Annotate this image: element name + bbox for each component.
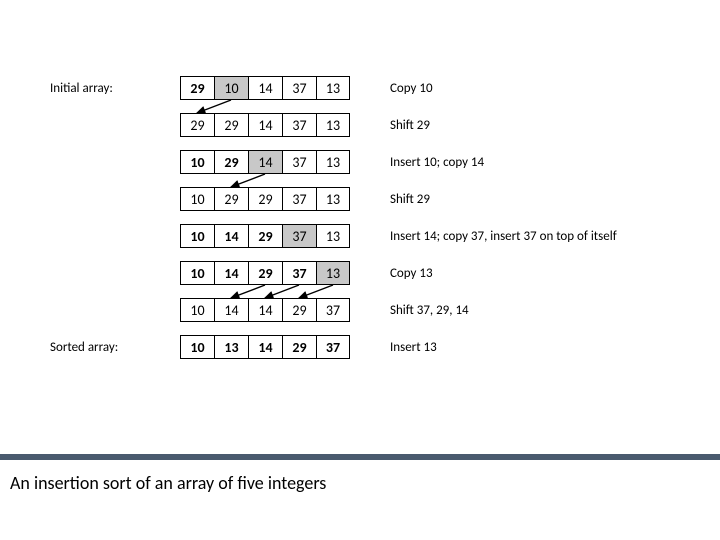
step-description: Copy 13 [390,266,433,281]
array-cell: 29 [180,113,214,137]
array-cell: 14 [248,335,282,359]
cells-group: 1029143713 [180,150,350,174]
array-cell: 14 [248,76,282,100]
array-cell: 29 [248,187,282,211]
array-cell: 37 [282,261,316,285]
array-cell: 14 [214,224,248,248]
row-label: Initial array: [50,81,180,96]
array-cell: 29 [282,335,316,359]
cells-group: 1014293713 [180,261,350,285]
array-cell: 29 [248,261,282,285]
step-description: Shift 29 [390,118,430,133]
array-cell: 13 [316,150,350,174]
array-cell: 37 [282,113,316,137]
cells-group: 1029293713 [180,187,350,211]
cells-group: 2929143713 [180,113,350,137]
array-cell: 37 [282,187,316,211]
array-cell: 10 [180,335,214,359]
array-cell: 10 [180,187,214,211]
array-cell: 14 [248,150,282,174]
array-cell: 14 [214,298,248,322]
array-cell: 10 [180,261,214,285]
array-cell: 37 [282,76,316,100]
step-description: Insert 10; copy 14 [390,155,484,170]
array-cell: 37 [316,298,350,322]
array-cell: 10 [180,298,214,322]
array-cell: 14 [248,298,282,322]
array-cell: 14 [214,261,248,285]
array-cell: 29 [214,113,248,137]
array-row: 1029143713 Insert 10; copy 14 [50,148,617,176]
array-row: 1014142937Shift 37, 29, 14 [50,296,617,324]
array-cell: 10 [180,224,214,248]
array-cell: 10 [214,76,248,100]
array-cell: 13 [214,335,248,359]
array-cell: 13 [316,76,350,100]
array-cell: 37 [282,150,316,174]
array-cell: 29 [214,187,248,211]
step-description: Copy 10 [390,81,433,96]
row-label: Sorted array: [50,340,180,355]
cells-group: 1014142937 [180,298,350,322]
caption-text: An insertion sort of an array of five in… [10,472,326,494]
array-cell: 13 [316,224,350,248]
array-cell: 13 [316,113,350,137]
insertion-sort-diagram: Initial array:2910143713Copy 10292914371… [50,74,617,370]
array-row: 2929143713Shift 29 [50,111,617,139]
array-cell: 29 [282,298,316,322]
array-row: 1014293713 Copy 13 [50,259,617,287]
array-row: Initial array:2910143713 Copy 10 [50,74,617,102]
array-row: 1014293713 Insert 14; copy 37, insert 37 … [50,222,617,250]
array-cell: 14 [248,113,282,137]
step-description: Insert 13 [390,340,437,355]
array-cell: 29 [180,76,214,100]
array-cell: 10 [180,150,214,174]
array-cell: 37 [282,224,316,248]
step-description: Shift 37, 29, 14 [390,303,469,318]
step-description: Insert 14; copy 37, insert 37 on top of … [390,229,617,244]
array-cell: 37 [316,335,350,359]
cells-group: 1013142937 [180,335,350,359]
array-cell: 29 [248,224,282,248]
array-cell: 29 [214,150,248,174]
array-row: Sorted array:1013142937 Insert 13 [50,333,617,361]
array-cell: 13 [316,261,350,285]
array-row: 1029293713Shift 29 [50,185,617,213]
cells-group: 2910143713 [180,76,350,100]
array-cell: 13 [316,187,350,211]
step-description: Shift 29 [390,192,430,207]
cells-group: 1014293713 [180,224,350,248]
horizontal-divider [0,454,720,460]
